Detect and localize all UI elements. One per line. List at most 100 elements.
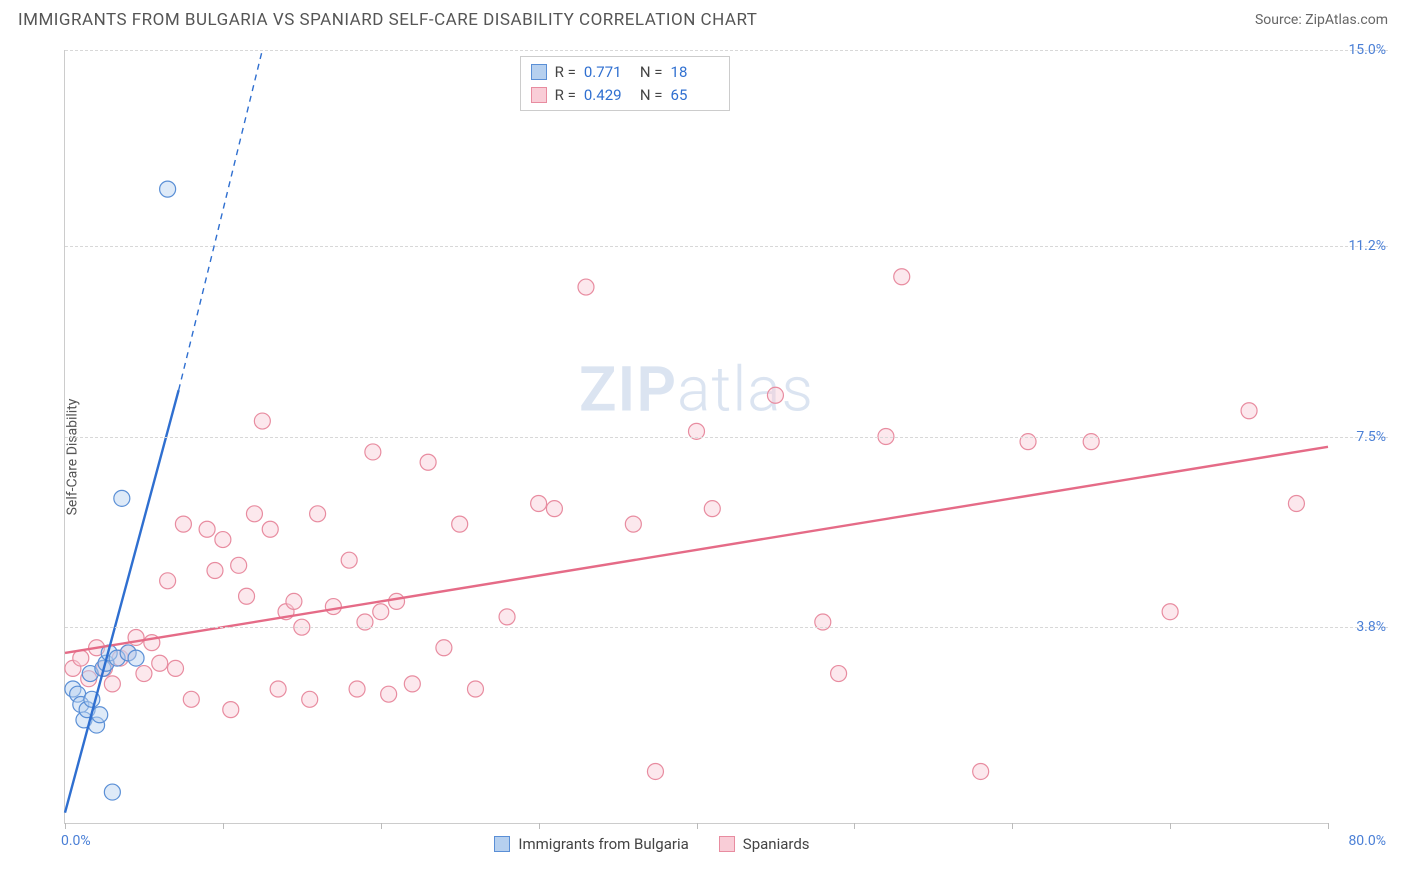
n-label: N = [640, 84, 663, 107]
data-point [168, 660, 184, 676]
data-point [114, 490, 130, 506]
data-point [349, 681, 365, 697]
data-point [381, 686, 397, 702]
chart-container: Self-Care Disability ZIPatlas R = 0.771 … [18, 40, 1388, 874]
x-tick [65, 823, 66, 829]
x-tick [1328, 823, 1329, 829]
data-point [270, 681, 286, 697]
data-point [404, 676, 420, 692]
legend-swatch-icon [531, 87, 547, 103]
data-point [452, 516, 468, 532]
data-point [341, 552, 357, 568]
y-tick-label: 11.2% [1348, 238, 1386, 254]
gridline [65, 246, 1388, 247]
legend-item-pink: Spaniards [719, 835, 810, 853]
data-point [262, 521, 278, 537]
data-point [199, 521, 215, 537]
trend-line [179, 50, 263, 390]
data-point [1288, 495, 1304, 511]
data-point [160, 181, 176, 197]
trend-line [65, 447, 1328, 653]
data-point [160, 573, 176, 589]
x-tick-label-min: 0.0% [61, 833, 91, 849]
data-point [647, 763, 663, 779]
source-prefix: Source: [1255, 12, 1305, 28]
gridline [65, 627, 1388, 628]
data-point [152, 655, 168, 671]
x-tick [1012, 823, 1013, 829]
r-label: R = [555, 84, 576, 107]
data-point [223, 702, 239, 718]
x-tick [697, 823, 698, 829]
r-label: R = [555, 61, 576, 84]
data-point [436, 640, 452, 656]
x-tick-label-max: 80.0% [1348, 833, 1386, 849]
stats-legend: R = 0.771 N = 18 R = 0.429 N = 65 [520, 56, 730, 111]
y-tick-label: 7.5% [1356, 429, 1386, 445]
x-tick [223, 823, 224, 829]
data-point [546, 501, 562, 517]
data-point [499, 609, 515, 625]
data-point [578, 279, 594, 295]
data-point [207, 562, 223, 578]
legend-label-blue: Immigrants from Bulgaria [518, 835, 688, 853]
data-point [420, 454, 436, 470]
r-value-pink: 0.429 [584, 84, 632, 107]
data-point [310, 506, 326, 522]
data-point [175, 516, 191, 532]
data-point [254, 413, 270, 429]
y-tick-label: 3.8% [1356, 619, 1386, 635]
data-point [767, 387, 783, 403]
page-title: IMMIGRANTS FROM BULGARIA VS SPANIARD SEL… [18, 10, 757, 30]
data-point [1162, 604, 1178, 620]
data-point [625, 516, 641, 532]
data-point [302, 691, 318, 707]
data-point [704, 501, 720, 517]
legend-swatch-icon [531, 64, 547, 80]
data-point [104, 784, 120, 800]
data-point [286, 593, 302, 609]
data-point [1241, 403, 1257, 419]
series-legend: Immigrants from Bulgaria Spaniards [494, 835, 809, 853]
stats-row-blue: R = 0.771 N = 18 [531, 61, 719, 84]
data-point [215, 532, 231, 548]
gridline [65, 437, 1388, 438]
legend-label-pink: Spaniards [743, 835, 810, 853]
data-point [365, 444, 381, 460]
n-value-blue: 18 [671, 61, 719, 84]
scatter-plot: ZIPatlas R = 0.771 N = 18 R = 0.429 N = … [64, 50, 1328, 824]
x-tick [539, 823, 540, 829]
data-point [325, 599, 341, 615]
data-point [894, 269, 910, 285]
trend-line [65, 390, 179, 813]
data-point [128, 650, 144, 666]
x-tick [1170, 823, 1171, 829]
r-value-blue: 0.771 [584, 61, 632, 84]
data-point [183, 691, 199, 707]
data-point [246, 506, 262, 522]
stats-row-pink: R = 0.429 N = 65 [531, 84, 719, 107]
data-point [239, 588, 255, 604]
n-value-pink: 65 [671, 84, 719, 107]
gridline [65, 50, 1388, 51]
source-attribution: Source: ZipAtlas.com [1255, 12, 1388, 28]
data-point [73, 650, 89, 666]
data-point [467, 681, 483, 697]
data-point [531, 495, 547, 511]
data-point [104, 676, 120, 692]
legend-swatch-icon [719, 836, 735, 852]
data-point [831, 666, 847, 682]
data-point [231, 557, 247, 573]
data-point [973, 763, 989, 779]
x-tick [854, 823, 855, 829]
data-point [389, 593, 405, 609]
data-point [136, 666, 152, 682]
data-point [92, 707, 108, 723]
legend-item-blue: Immigrants from Bulgaria [494, 835, 688, 853]
data-point [373, 604, 389, 620]
y-tick-label: 15.0% [1348, 42, 1386, 58]
x-tick [381, 823, 382, 829]
source-link[interactable]: ZipAtlas.com [1305, 12, 1388, 28]
n-label: N = [640, 61, 663, 84]
legend-swatch-icon [494, 836, 510, 852]
